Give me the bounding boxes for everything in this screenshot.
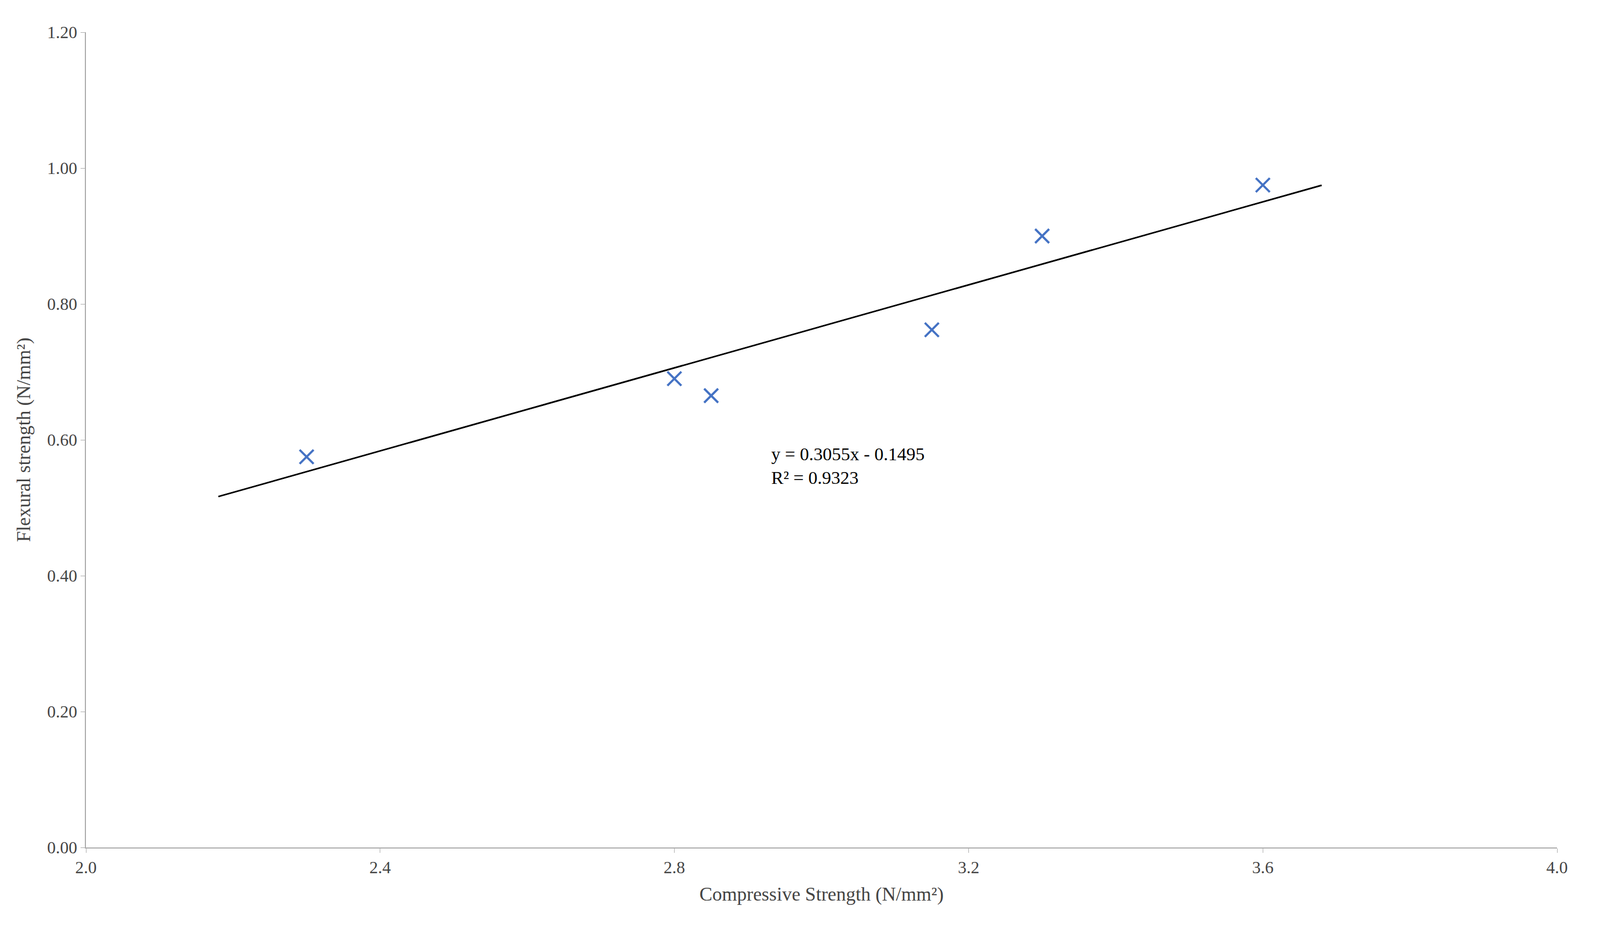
svg-text:0.00: 0.00	[47, 837, 78, 858]
svg-text:Flexural strength (N/mm²): Flexural strength (N/mm²)	[12, 337, 35, 543]
svg-text:Compressive Strength (N/mm²): Compressive Strength (N/mm²)	[699, 883, 944, 906]
svg-text:1.20: 1.20	[47, 22, 78, 42]
svg-text:0.80: 0.80	[47, 294, 78, 314]
svg-text:2.8: 2.8	[663, 857, 686, 878]
svg-text:0.40: 0.40	[47, 566, 78, 586]
svg-text:3.2: 3.2	[957, 857, 980, 878]
svg-text:0.20: 0.20	[47, 701, 78, 722]
svg-text:2.4: 2.4	[369, 857, 392, 878]
svg-text:4.0: 4.0	[1546, 857, 1568, 878]
svg-text:3.6: 3.6	[1251, 857, 1274, 878]
svg-text:2.0: 2.0	[75, 857, 97, 878]
svg-text:0.60: 0.60	[47, 430, 78, 450]
svg-text:y = 0.3055x - 0.1495R² = 0.932: y = 0.3055x - 0.1495R² = 0.9323	[771, 444, 925, 488]
svg-text:1.00: 1.00	[47, 158, 78, 178]
